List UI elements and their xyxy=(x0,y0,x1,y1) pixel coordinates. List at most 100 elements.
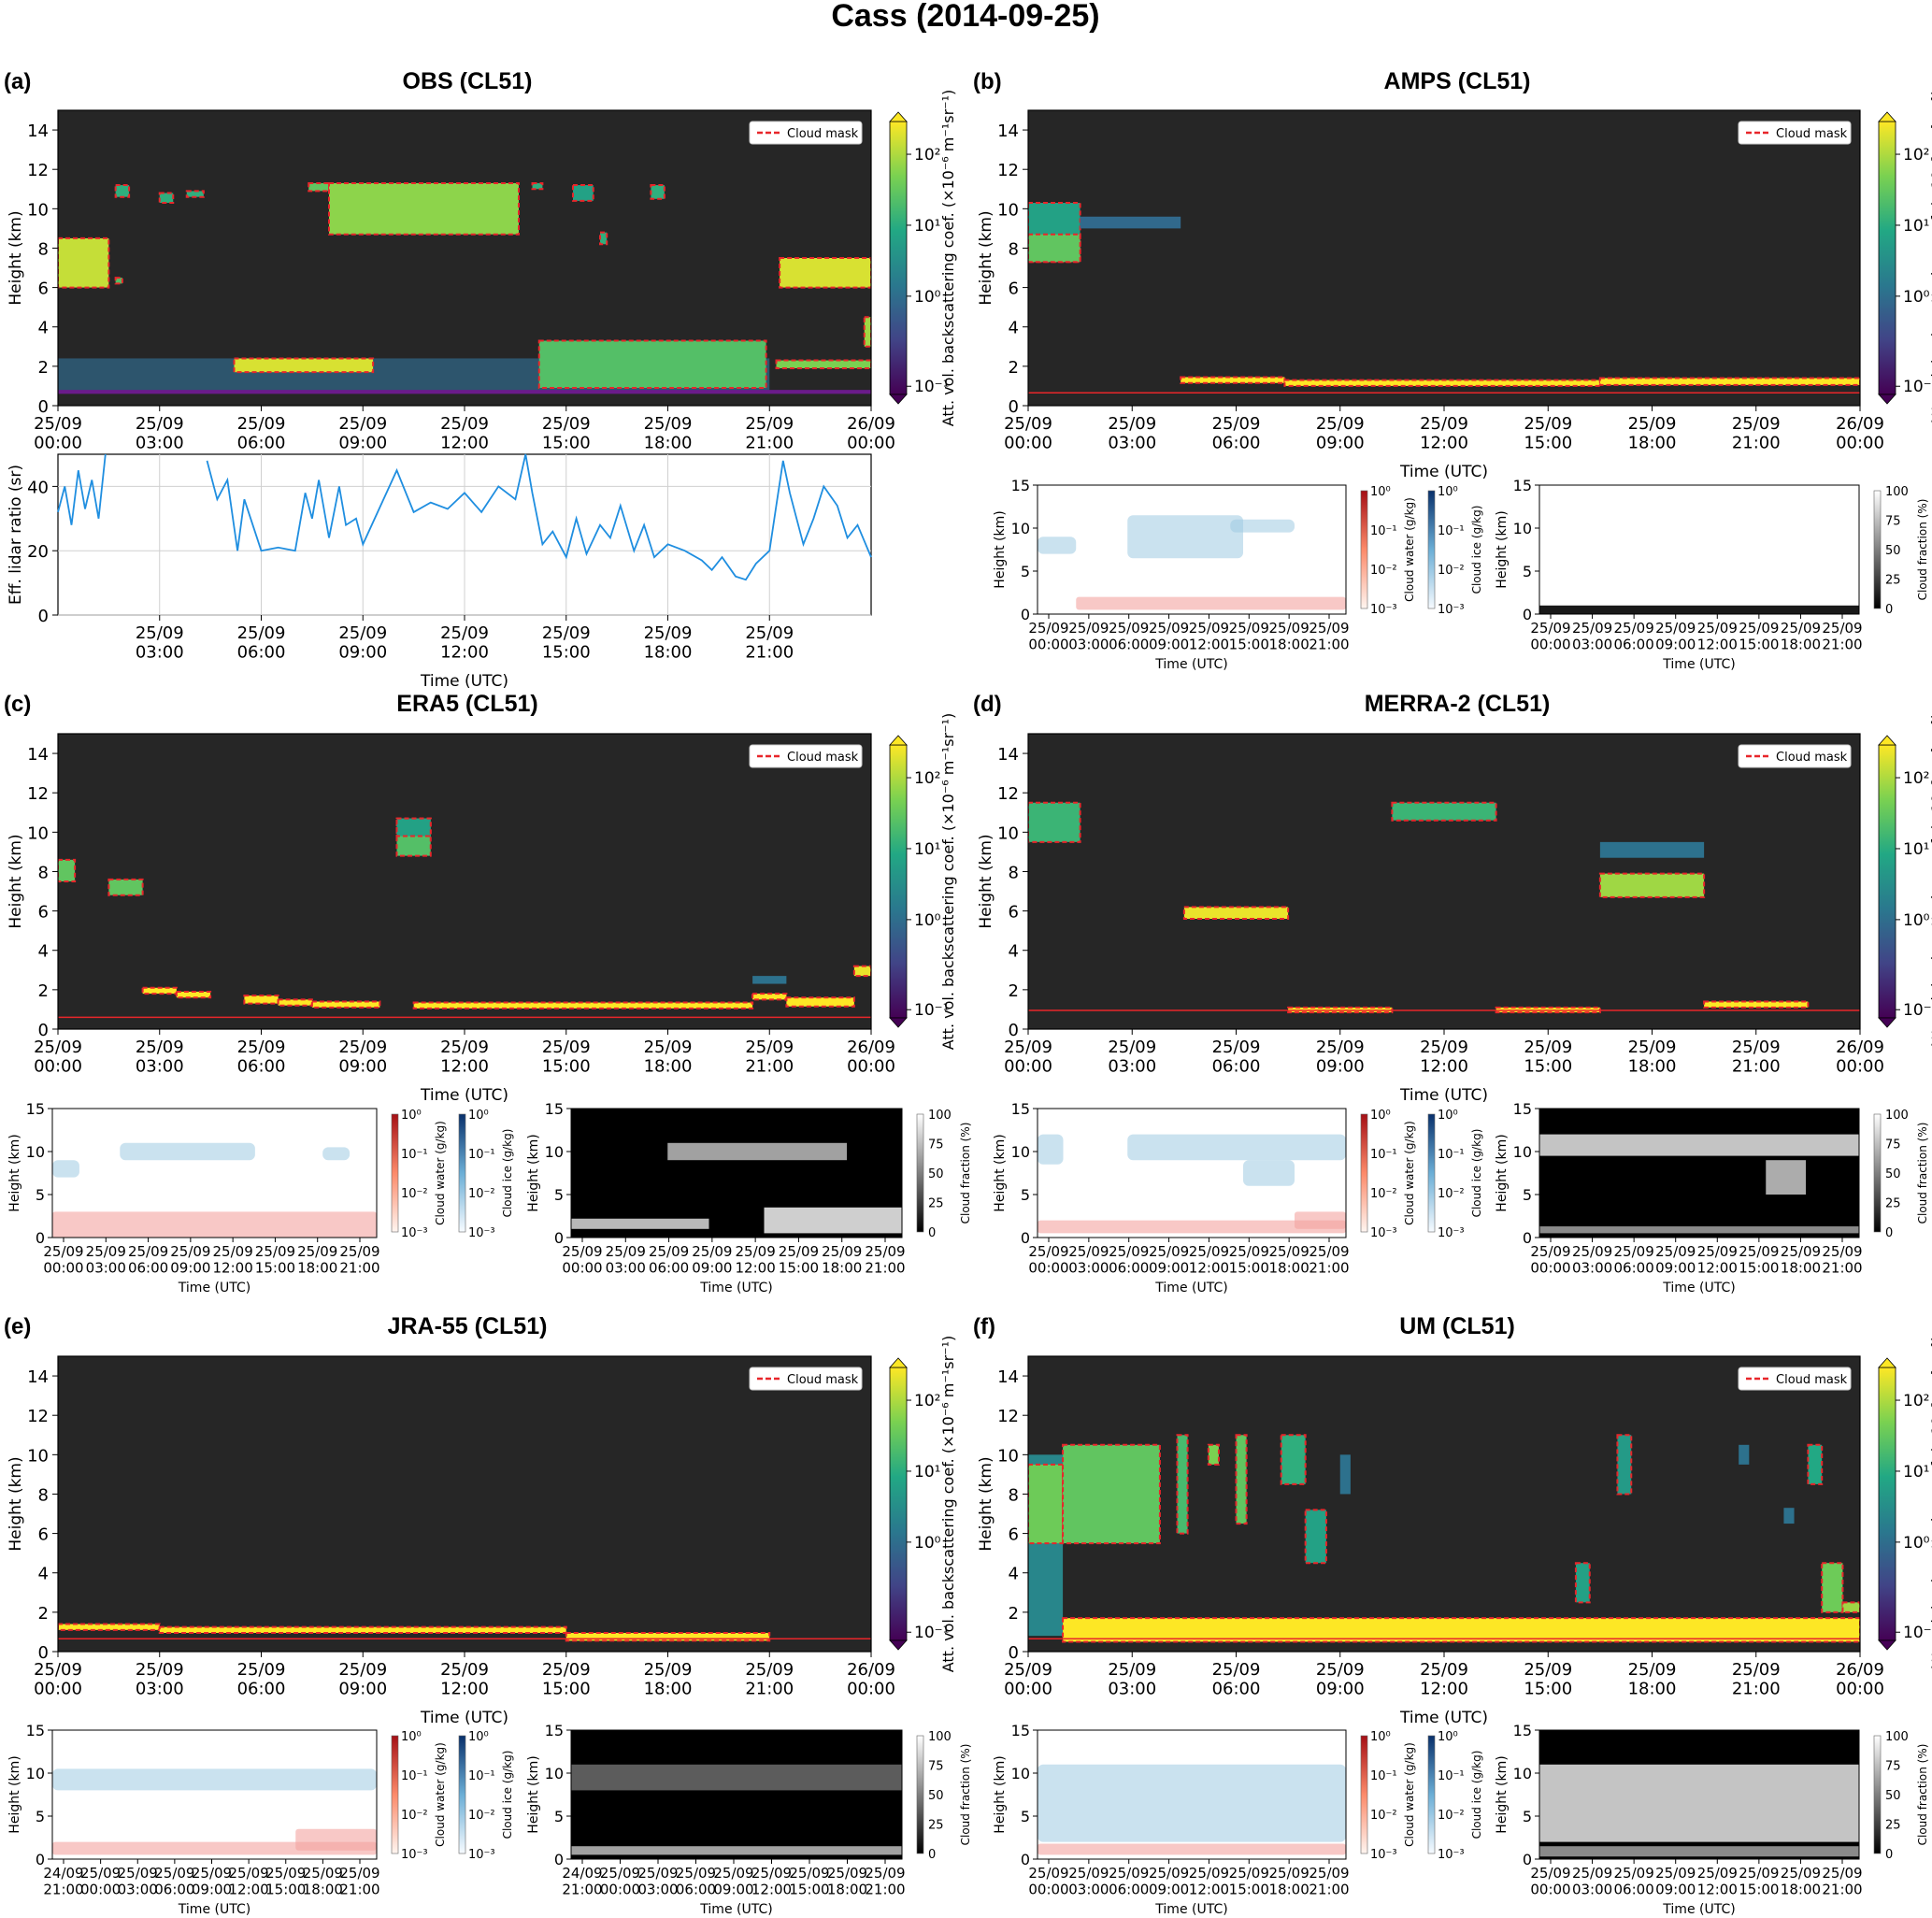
xtick-label: 25/09 12:00 xyxy=(440,1660,489,1699)
cloud-mask-outline xyxy=(1176,1434,1189,1535)
xtick-label: 25/09 00:00 xyxy=(1028,1243,1068,1276)
ytick-label: 8 xyxy=(38,1485,49,1505)
ytick-label: 15 xyxy=(26,1722,45,1739)
x-axis-label: Time (UTC) xyxy=(178,1281,250,1295)
cloud-ice-region xyxy=(52,1768,377,1791)
ytick-label: 5 xyxy=(554,1808,564,1825)
panel-letter: (a) xyxy=(4,69,31,94)
colorbar-tick-label: 10⁰ xyxy=(1903,288,1930,307)
colorbar-tick-label: 10⁻¹ xyxy=(1903,1001,1932,1020)
ytick-label: 0 xyxy=(1523,1851,1532,1868)
xtick-label: 25/09 09:00 xyxy=(1655,1243,1696,1276)
ytick-label: 12 xyxy=(27,784,49,804)
plot-frame xyxy=(1538,1108,1860,1238)
ytick-label: 10 xyxy=(26,1143,45,1161)
colorbar-tick-label: 10¹ xyxy=(1903,840,1929,859)
colorbar-tick-label: 10⁻¹ xyxy=(468,1148,495,1162)
colorbar-tick-label: 10² xyxy=(1903,1392,1929,1410)
colorbar-tick-label: 25 xyxy=(1885,1819,1901,1833)
legend-label: Cloud mask xyxy=(1776,127,1848,141)
xtick-label: 25/09 12:00 xyxy=(440,414,489,453)
ytick-label: 0 xyxy=(1021,606,1030,623)
plot-background xyxy=(1539,485,1859,614)
xtick-label: 25/09 09:00 xyxy=(713,1865,753,1897)
legend-label: Cloud mask xyxy=(787,751,859,765)
colorbar-extend-top xyxy=(889,111,908,122)
cloud-layer xyxy=(1028,802,1080,842)
cloud-mask-outline xyxy=(158,1625,567,1634)
data-layer xyxy=(1028,1434,1860,1643)
colorbar xyxy=(889,121,908,395)
x-axis-label: Time (UTC) xyxy=(1662,1902,1735,1917)
legend-box xyxy=(1738,744,1852,768)
colorbar-tick-label: 10⁻² xyxy=(468,1809,495,1823)
xtick-label: 25/09 03:00 xyxy=(1108,1038,1156,1077)
cloud-layer xyxy=(1281,1435,1306,1484)
cloud-fraction-colorbar xyxy=(1873,1113,1882,1233)
cloud-water-colorbar xyxy=(1360,1735,1368,1854)
xtick-label: 25/09 03:00 xyxy=(1068,1865,1109,1897)
ytick-label: 15 xyxy=(1513,1722,1532,1739)
xtick-label: 25/09 06:00 xyxy=(1109,1865,1149,1897)
cloud-mask-outline xyxy=(852,965,871,978)
xtick-label: 25/09 03:00 xyxy=(1068,1243,1109,1276)
cloud-layer xyxy=(1080,216,1181,229)
cloud-mask-outline xyxy=(1703,1000,1810,1009)
plot-frame xyxy=(1538,1729,1860,1860)
xtick-label: 25/09 00:00 xyxy=(1530,1243,1570,1276)
colorbar-tick-label: 10⁻² xyxy=(1438,1809,1465,1823)
xtick-label: 25/09 03:00 xyxy=(1572,620,1612,652)
cloud-layer xyxy=(1339,1454,1351,1495)
cloud-ice-region xyxy=(1243,1160,1295,1186)
plot-frame xyxy=(1037,1108,1347,1238)
cloud-layer xyxy=(159,193,174,204)
ytick-label: 2 xyxy=(38,981,49,1001)
colorbar-tick-label: 10⁻² xyxy=(1370,1809,1397,1823)
colorbar-label: Att. vol. backscattering coef. (×10⁻⁶ m⁻… xyxy=(939,1336,957,1673)
cloud-mask-outline xyxy=(1062,1443,1161,1545)
colorbar xyxy=(1878,744,1896,1019)
colorbar-tick-label: 25 xyxy=(1885,1197,1901,1211)
xtick-label: 25/09 18:00 xyxy=(1781,620,1821,652)
panel-letter: (d) xyxy=(973,692,1002,717)
ytick-label: 10 xyxy=(997,1446,1019,1466)
xtick-label: 25/09 21:00 xyxy=(745,623,794,663)
cloud-mask-outline xyxy=(141,986,178,995)
cloud-mask-outline xyxy=(650,184,665,200)
colorbar-tick-label: 75 xyxy=(1885,515,1901,529)
ytick-label: 6 xyxy=(1009,1525,1019,1545)
colorbar-label: Att. vol. backscattering coef. (×10⁻⁶ m⁻… xyxy=(939,713,957,1051)
xtick-label: 25/09 12:00 xyxy=(213,1243,253,1276)
xtick-label: 25/09 18:00 xyxy=(1269,1243,1309,1276)
xtick-label: 25/09 15:00 xyxy=(1739,620,1779,652)
cloud-layer xyxy=(308,182,329,192)
plot-frame xyxy=(570,1729,903,1860)
colorbar-label: Cloud ice (g/kg) xyxy=(1470,506,1483,594)
cloud-layer xyxy=(600,232,608,245)
ytick-label: 2 xyxy=(1009,358,1019,378)
ytick-label: 4 xyxy=(1009,1565,1019,1584)
cloud-mask-outline xyxy=(1616,1434,1633,1496)
colorbar-label: Cloud fraction (%) xyxy=(1916,1123,1929,1224)
y-axis-label: Height (km) xyxy=(1495,1134,1510,1211)
xtick-label: 25/09 21:00 xyxy=(339,1865,379,1897)
data-layer xyxy=(58,817,871,1019)
colorbar-tick-label: 100 xyxy=(1885,485,1909,499)
xtick-label: 25/09 06:00 xyxy=(1614,1865,1654,1897)
cloud-layer xyxy=(115,185,130,197)
colorbar-label: Cloud fraction (%) xyxy=(1916,499,1929,601)
colorbar-tick-label: 10⁻¹ xyxy=(1370,1769,1397,1783)
xtick-label: 25/09 00:00 xyxy=(1530,1865,1570,1897)
colorbar-tick-label: 10⁻³ xyxy=(468,1848,495,1862)
colorbar-tick-label: 0 xyxy=(1885,1848,1893,1862)
colorbar-tick-label: 25 xyxy=(1885,574,1901,588)
ytick-label: 12 xyxy=(997,1407,1019,1426)
xtick-label: 25/09 03:00 xyxy=(1108,414,1156,453)
x-axis-label: Time (UTC) xyxy=(1399,1086,1488,1105)
cloud-mask-outline xyxy=(1062,1617,1860,1643)
colorbar-tick-label: 10⁰ xyxy=(401,1730,422,1744)
